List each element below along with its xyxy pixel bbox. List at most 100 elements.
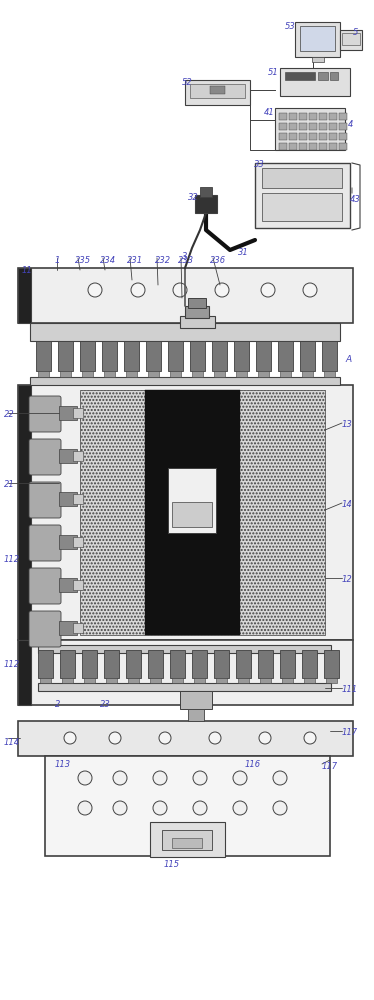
- Bar: [214, 650, 229, 678]
- Bar: [18, 268, 353, 323]
- Bar: [170, 650, 185, 678]
- Circle shape: [233, 801, 247, 815]
- Text: 5: 5: [353, 28, 358, 37]
- Text: 117: 117: [322, 762, 338, 771]
- Bar: [58, 341, 73, 371]
- Bar: [124, 341, 139, 371]
- Circle shape: [193, 771, 207, 785]
- Circle shape: [273, 801, 287, 815]
- Bar: [324, 371, 335, 377]
- Text: 22: 22: [4, 410, 15, 419]
- Bar: [18, 385, 31, 640]
- Bar: [289, 143, 297, 150]
- Bar: [214, 371, 225, 377]
- Bar: [73, 451, 83, 461]
- Text: 33: 33: [254, 160, 265, 169]
- Text: 232: 232: [155, 256, 171, 265]
- Bar: [146, 341, 161, 371]
- Bar: [280, 68, 350, 96]
- Bar: [18, 721, 353, 756]
- Bar: [150, 678, 161, 683]
- Circle shape: [193, 801, 207, 815]
- Bar: [38, 645, 331, 653]
- Bar: [280, 371, 291, 377]
- Bar: [180, 316, 215, 328]
- Bar: [59, 578, 77, 592]
- Bar: [172, 678, 183, 683]
- Bar: [38, 683, 331, 691]
- Bar: [319, 143, 327, 150]
- Bar: [322, 341, 337, 371]
- Bar: [18, 268, 31, 323]
- Bar: [340, 30, 362, 50]
- Bar: [295, 22, 340, 57]
- Bar: [30, 377, 340, 385]
- Bar: [300, 341, 315, 371]
- Circle shape: [261, 283, 275, 297]
- Bar: [258, 650, 273, 678]
- Text: 114: 114: [4, 738, 20, 747]
- Bar: [106, 678, 117, 683]
- Bar: [38, 371, 49, 377]
- Bar: [73, 537, 83, 547]
- Circle shape: [153, 771, 167, 785]
- Bar: [279, 133, 287, 140]
- Bar: [262, 168, 342, 188]
- Circle shape: [64, 732, 76, 744]
- Bar: [319, 113, 327, 120]
- Text: 111: 111: [342, 685, 358, 694]
- Bar: [285, 72, 315, 80]
- Bar: [59, 406, 77, 420]
- Text: 236: 236: [210, 256, 226, 265]
- Bar: [195, 195, 217, 213]
- Bar: [318, 72, 328, 80]
- Bar: [260, 678, 271, 683]
- Bar: [45, 756, 330, 856]
- Circle shape: [303, 283, 317, 297]
- Bar: [258, 371, 269, 377]
- Text: 233: 233: [178, 256, 194, 265]
- Circle shape: [113, 771, 127, 785]
- Bar: [62, 678, 73, 683]
- Bar: [212, 341, 227, 371]
- Text: 113: 113: [55, 760, 71, 769]
- Text: A: A: [345, 355, 351, 364]
- Bar: [234, 341, 249, 371]
- Bar: [170, 371, 181, 377]
- Bar: [145, 390, 240, 635]
- Bar: [275, 108, 345, 150]
- Bar: [238, 678, 249, 683]
- Bar: [128, 678, 139, 683]
- Text: 12: 12: [342, 575, 353, 584]
- Bar: [300, 26, 335, 51]
- Bar: [216, 678, 227, 683]
- Bar: [319, 123, 327, 130]
- Text: 32: 32: [188, 193, 199, 202]
- Text: 51: 51: [268, 68, 279, 77]
- Bar: [180, 691, 212, 709]
- Bar: [82, 371, 93, 377]
- Bar: [339, 113, 347, 120]
- Bar: [289, 133, 297, 140]
- Circle shape: [304, 732, 316, 744]
- Text: 231: 231: [127, 256, 143, 265]
- Bar: [192, 650, 207, 678]
- Bar: [126, 650, 141, 678]
- Circle shape: [153, 801, 167, 815]
- Bar: [299, 143, 307, 150]
- Bar: [309, 133, 317, 140]
- Text: 52: 52: [182, 78, 193, 87]
- Bar: [59, 449, 77, 463]
- Circle shape: [215, 283, 229, 297]
- Bar: [126, 371, 137, 377]
- Bar: [73, 494, 83, 504]
- Bar: [104, 650, 119, 678]
- Bar: [172, 838, 202, 848]
- Text: 14: 14: [342, 500, 353, 509]
- Bar: [309, 123, 317, 130]
- Bar: [73, 580, 83, 590]
- Bar: [38, 650, 53, 678]
- Bar: [299, 113, 307, 120]
- Circle shape: [78, 771, 92, 785]
- FancyBboxPatch shape: [29, 482, 61, 518]
